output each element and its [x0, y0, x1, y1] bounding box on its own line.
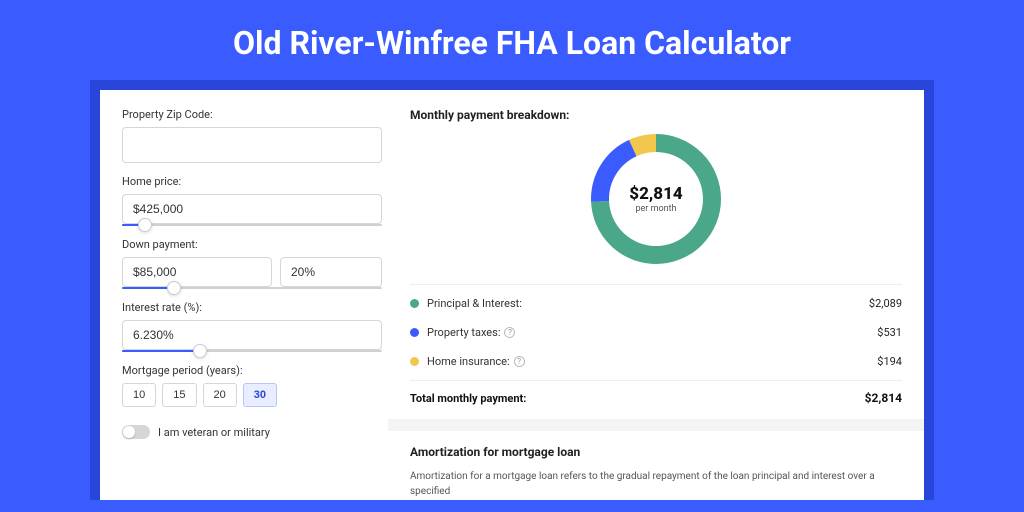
page-title: Old River-Winfree FHA Loan Calculator: [0, 0, 1024, 80]
period-option-30[interactable]: 30: [243, 383, 277, 407]
amortization-section: Amortization for mortgage loan Amortizat…: [388, 419, 924, 499]
donut-center-amount: $2,814: [629, 184, 682, 204]
period-option-10[interactable]: 10: [122, 383, 156, 407]
total-value: $2,814: [865, 391, 902, 405]
home-price-slider[interactable]: [122, 224, 382, 226]
total-label: Total monthly payment:: [410, 392, 526, 405]
legend-value: $2,089: [869, 297, 902, 310]
divider: [410, 284, 902, 285]
calculator-outer-card: Property Zip Code: Home price: Down paym…: [90, 80, 934, 500]
down-payment-label: Down payment:: [122, 238, 382, 251]
amortization-title: Amortization for mortgage loan: [410, 445, 902, 459]
donut-center-sub: per month: [635, 204, 676, 214]
payment-donut-chart: $2,814 per month: [591, 134, 721, 264]
legend-label: Home insurance:: [427, 355, 510, 368]
legend-dot: [410, 328, 419, 337]
breakdown-title: Monthly payment breakdown:: [410, 108, 902, 122]
period-option-20[interactable]: 20: [203, 383, 237, 407]
legend-label: Principal & Interest:: [427, 297, 522, 310]
legend-label: Property taxes:: [427, 326, 500, 339]
breakdown-column: Monthly payment breakdown: $2,814 per mo…: [410, 108, 902, 482]
toggle-knob: [123, 426, 135, 438]
interest-rate-slider[interactable]: [122, 350, 382, 352]
mortgage-period-group: 1015 2030: [122, 383, 382, 407]
info-icon[interactable]: ?: [504, 327, 515, 338]
legend-dot: [410, 357, 419, 366]
calculator-card: Property Zip Code: Home price: Down paym…: [100, 90, 924, 500]
legend-value: $194: [877, 355, 902, 368]
legend-row: Principal & Interest: $2,089: [410, 289, 902, 318]
interest-rate-label: Interest rate (%):: [122, 301, 382, 314]
down-payment-input[interactable]: [122, 257, 272, 287]
down-payment-pct-input[interactable]: [280, 257, 382, 287]
legend-value: $531: [877, 326, 902, 339]
down-payment-slider[interactable]: [122, 287, 382, 289]
period-option-15[interactable]: 15: [162, 383, 196, 407]
zip-input[interactable]: [122, 127, 382, 163]
legend-dot: [410, 299, 419, 308]
veteran-toggle[interactable]: [122, 425, 150, 439]
legend-row: Home insurance:? $194: [410, 347, 902, 376]
amortization-body: Amortization for a mortgage loan refers …: [410, 469, 902, 499]
home-price-input[interactable]: [122, 194, 382, 224]
home-price-label: Home price:: [122, 175, 382, 188]
form-column: Property Zip Code: Home price: Down paym…: [122, 108, 382, 482]
veteran-label: I am veteran or military: [158, 426, 270, 439]
info-icon[interactable]: ?: [514, 356, 525, 367]
total-row: Total monthly payment: $2,814: [410, 380, 902, 419]
zip-label: Property Zip Code:: [122, 108, 382, 121]
legend-row: Property taxes:? $531: [410, 318, 902, 347]
interest-rate-input[interactable]: [122, 320, 382, 350]
mortgage-period-label: Mortgage period (years):: [122, 364, 382, 377]
